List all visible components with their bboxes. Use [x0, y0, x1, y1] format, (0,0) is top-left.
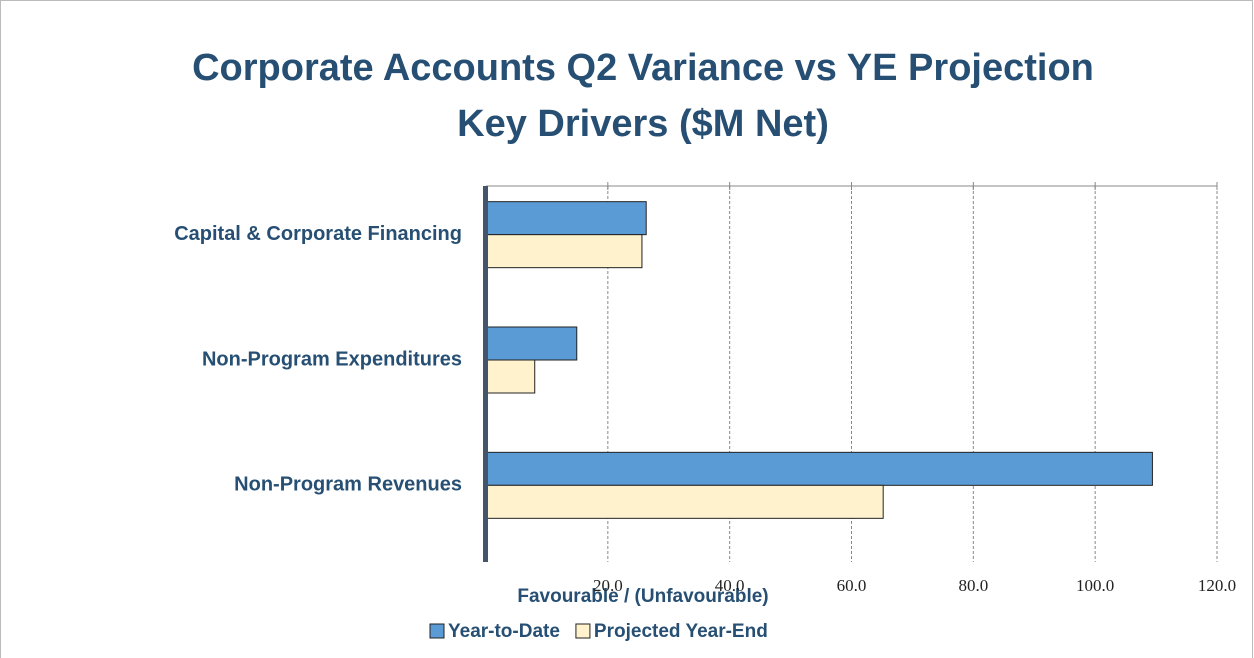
chart-title: Corporate Accounts Q2 Variance vs YE Pro…	[192, 47, 1094, 89]
y-tick-label: Non-Program Revenues	[234, 474, 462, 496]
chart-subtitle: Key Drivers ($M Net)	[457, 103, 829, 145]
bar	[485, 484, 884, 519]
x-tick-label: 120.0	[1198, 576, 1236, 595]
x-axis-label: Favourable / (Unfavourable)	[517, 586, 768, 607]
bar	[485, 326, 578, 361]
x-tick-label: 40.0	[715, 576, 745, 595]
y-tick-label: Capital & Corporate Financing	[174, 223, 462, 245]
x-tick-label: 60.0	[837, 576, 867, 595]
legend-label: Projected Year-End	[594, 621, 768, 642]
x-tick-label: 100.0	[1076, 576, 1114, 595]
legend-swatch	[429, 623, 445, 639]
y-axis	[483, 186, 488, 562]
bar	[485, 201, 647, 236]
x-tick-label: 20.0	[593, 576, 623, 595]
x-tick-label: 80.0	[958, 576, 988, 595]
y-tick-label: Non-Program Expenditures	[202, 348, 462, 370]
legend-label: Year-to-Date	[448, 621, 560, 642]
bar	[485, 359, 536, 394]
bar	[485, 451, 1153, 486]
bar	[485, 234, 643, 269]
legend-swatch	[575, 623, 591, 639]
